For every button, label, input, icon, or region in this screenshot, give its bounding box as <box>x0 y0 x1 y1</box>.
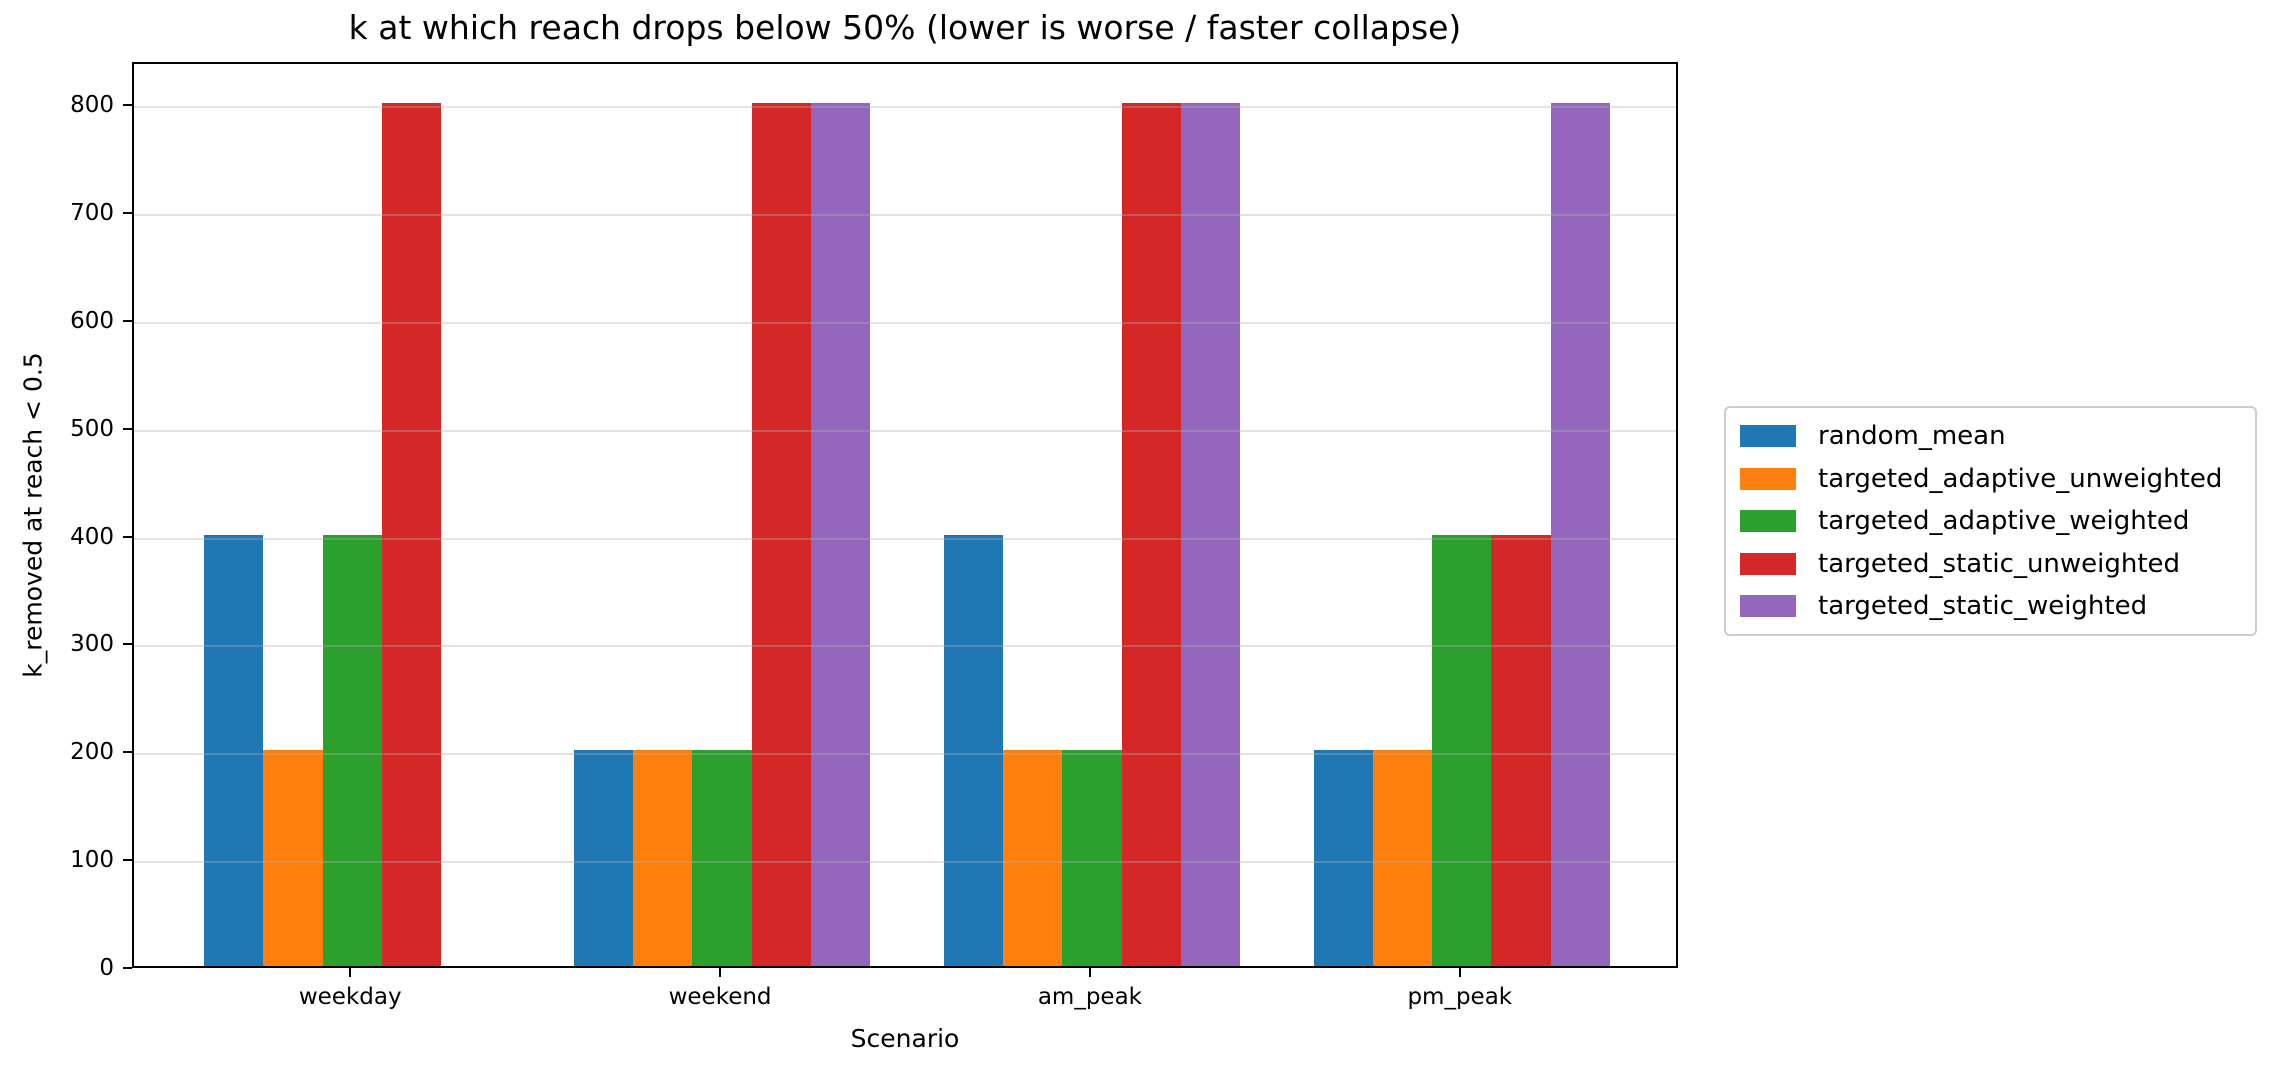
bar-targeted_static_unweighted-weekend <box>751 103 811 966</box>
legend-label-targeted_static_unweighted: targeted_static_unweighted <box>1818 548 2181 579</box>
y-tick-label-300: 300 <box>70 631 114 658</box>
y-tick-label-400: 400 <box>70 523 114 550</box>
gridline-y-500 <box>134 429 1676 432</box>
legend-swatch-targeted_adaptive_unweighted <box>1740 467 1796 490</box>
legend-label-targeted_adaptive_unweighted: targeted_adaptive_unweighted <box>1818 463 2223 494</box>
x-tick-mark-weekend <box>719 968 722 977</box>
legend-entry-targeted_static_unweighted: targeted_static_unweighted <box>1740 549 2241 579</box>
bar-targeted_static_unweighted-weekday <box>381 103 441 966</box>
legend-entry-random_mean: random_mean <box>1740 421 2241 451</box>
legend-label-targeted_static_weighted: targeted_static_weighted <box>1818 591 2148 621</box>
y-tick-mark-100 <box>123 859 132 862</box>
x-tick-mark-pm_peak <box>1458 968 1461 977</box>
legend-entry-targeted_adaptive_unweighted: targeted_adaptive_unweighted <box>1740 464 2241 494</box>
y-tick-mark-600 <box>123 319 132 322</box>
gridline-y-600 <box>134 321 1676 324</box>
bar-targeted_static_weighted-am_peak <box>1180 103 1240 966</box>
y-tick-label-800: 800 <box>70 92 114 119</box>
legend-label-targeted_adaptive_weighted: targeted_adaptive_weighted <box>1818 506 2190 536</box>
y-tick-mark-0 <box>123 967 132 969</box>
bar-targeted_adaptive_weighted-pm_peak <box>1432 534 1492 966</box>
plot-area <box>132 62 1678 968</box>
bar-targeted_adaptive_weighted-am_peak <box>1062 750 1122 966</box>
y-tick-label-700: 700 <box>70 200 114 226</box>
bar-targeted_static_unweighted-pm_peak <box>1491 534 1551 966</box>
bar-targeted_static_weighted-pm_peak <box>1550 103 1610 966</box>
bar-targeted_static_weighted-weekend <box>810 103 870 966</box>
y-tick-label-100: 100 <box>70 847 114 874</box>
y-tick-label-500: 500 <box>70 415 114 442</box>
bar-targeted_static_unweighted-am_peak <box>1121 103 1181 966</box>
legend-entry-targeted_adaptive_weighted: targeted_adaptive_weighted <box>1740 506 2241 536</box>
y-tick-label-200: 200 <box>70 739 114 766</box>
y-tick-label-600: 600 <box>70 307 114 334</box>
legend-swatch-targeted_adaptive_weighted <box>1740 510 1796 532</box>
bar-random_mean-am_peak <box>943 534 1004 966</box>
y-tick-label-0: 0 <box>99 955 114 981</box>
bar-random_mean-weekend <box>574 750 634 966</box>
y-tick-mark-200 <box>123 751 132 754</box>
y-tick-mark-800 <box>123 104 132 107</box>
y-tick-mark-400 <box>123 535 132 538</box>
legend-entry-targeted_static_weighted: targeted_static_weighted <box>1740 591 2241 621</box>
legend-swatch-random_mean <box>1740 425 1796 447</box>
bar-targeted_adaptive_unweighted-pm_peak <box>1373 750 1433 966</box>
chart-title: k at which reach drops below 50% (lower … <box>348 8 1462 47</box>
x-tick-mark-am_peak <box>1088 968 1091 977</box>
y-tick-mark-700 <box>123 212 132 214</box>
bar-random_mean-weekday <box>204 534 264 966</box>
x-axis-label: Scenario <box>850 1024 960 1053</box>
bar-targeted_adaptive_unweighted-weekday <box>263 750 323 966</box>
x-tick-label-weekend: weekend <box>668 984 772 1010</box>
legend-swatch-targeted_static_weighted <box>1740 595 1796 617</box>
y-tick-mark-300 <box>123 643 132 646</box>
legend-swatch-targeted_static_unweighted <box>1740 552 1796 575</box>
bar-targeted_adaptive_weighted-weekday <box>322 534 382 966</box>
bar-targeted_adaptive_unweighted-weekend <box>633 750 693 966</box>
x-tick-label-am_peak: am_peak <box>1037 984 1142 1010</box>
y-tick-mark-500 <box>123 427 132 430</box>
x-tick-label-pm_peak: pm_peak <box>1407 984 1513 1010</box>
legend-label-random_mean: random_mean <box>1818 421 2006 451</box>
x-tick-mark-weekday <box>349 968 352 977</box>
bar-random_mean-pm_peak <box>1313 750 1373 966</box>
bar-targeted_adaptive_unweighted-am_peak <box>1003 750 1063 966</box>
gridline-y-700 <box>134 214 1676 216</box>
bar-targeted_adaptive_weighted-weekend <box>692 750 752 966</box>
x-tick-label-weekday: weekday <box>298 984 402 1010</box>
gridline-y-800 <box>134 106 1676 109</box>
